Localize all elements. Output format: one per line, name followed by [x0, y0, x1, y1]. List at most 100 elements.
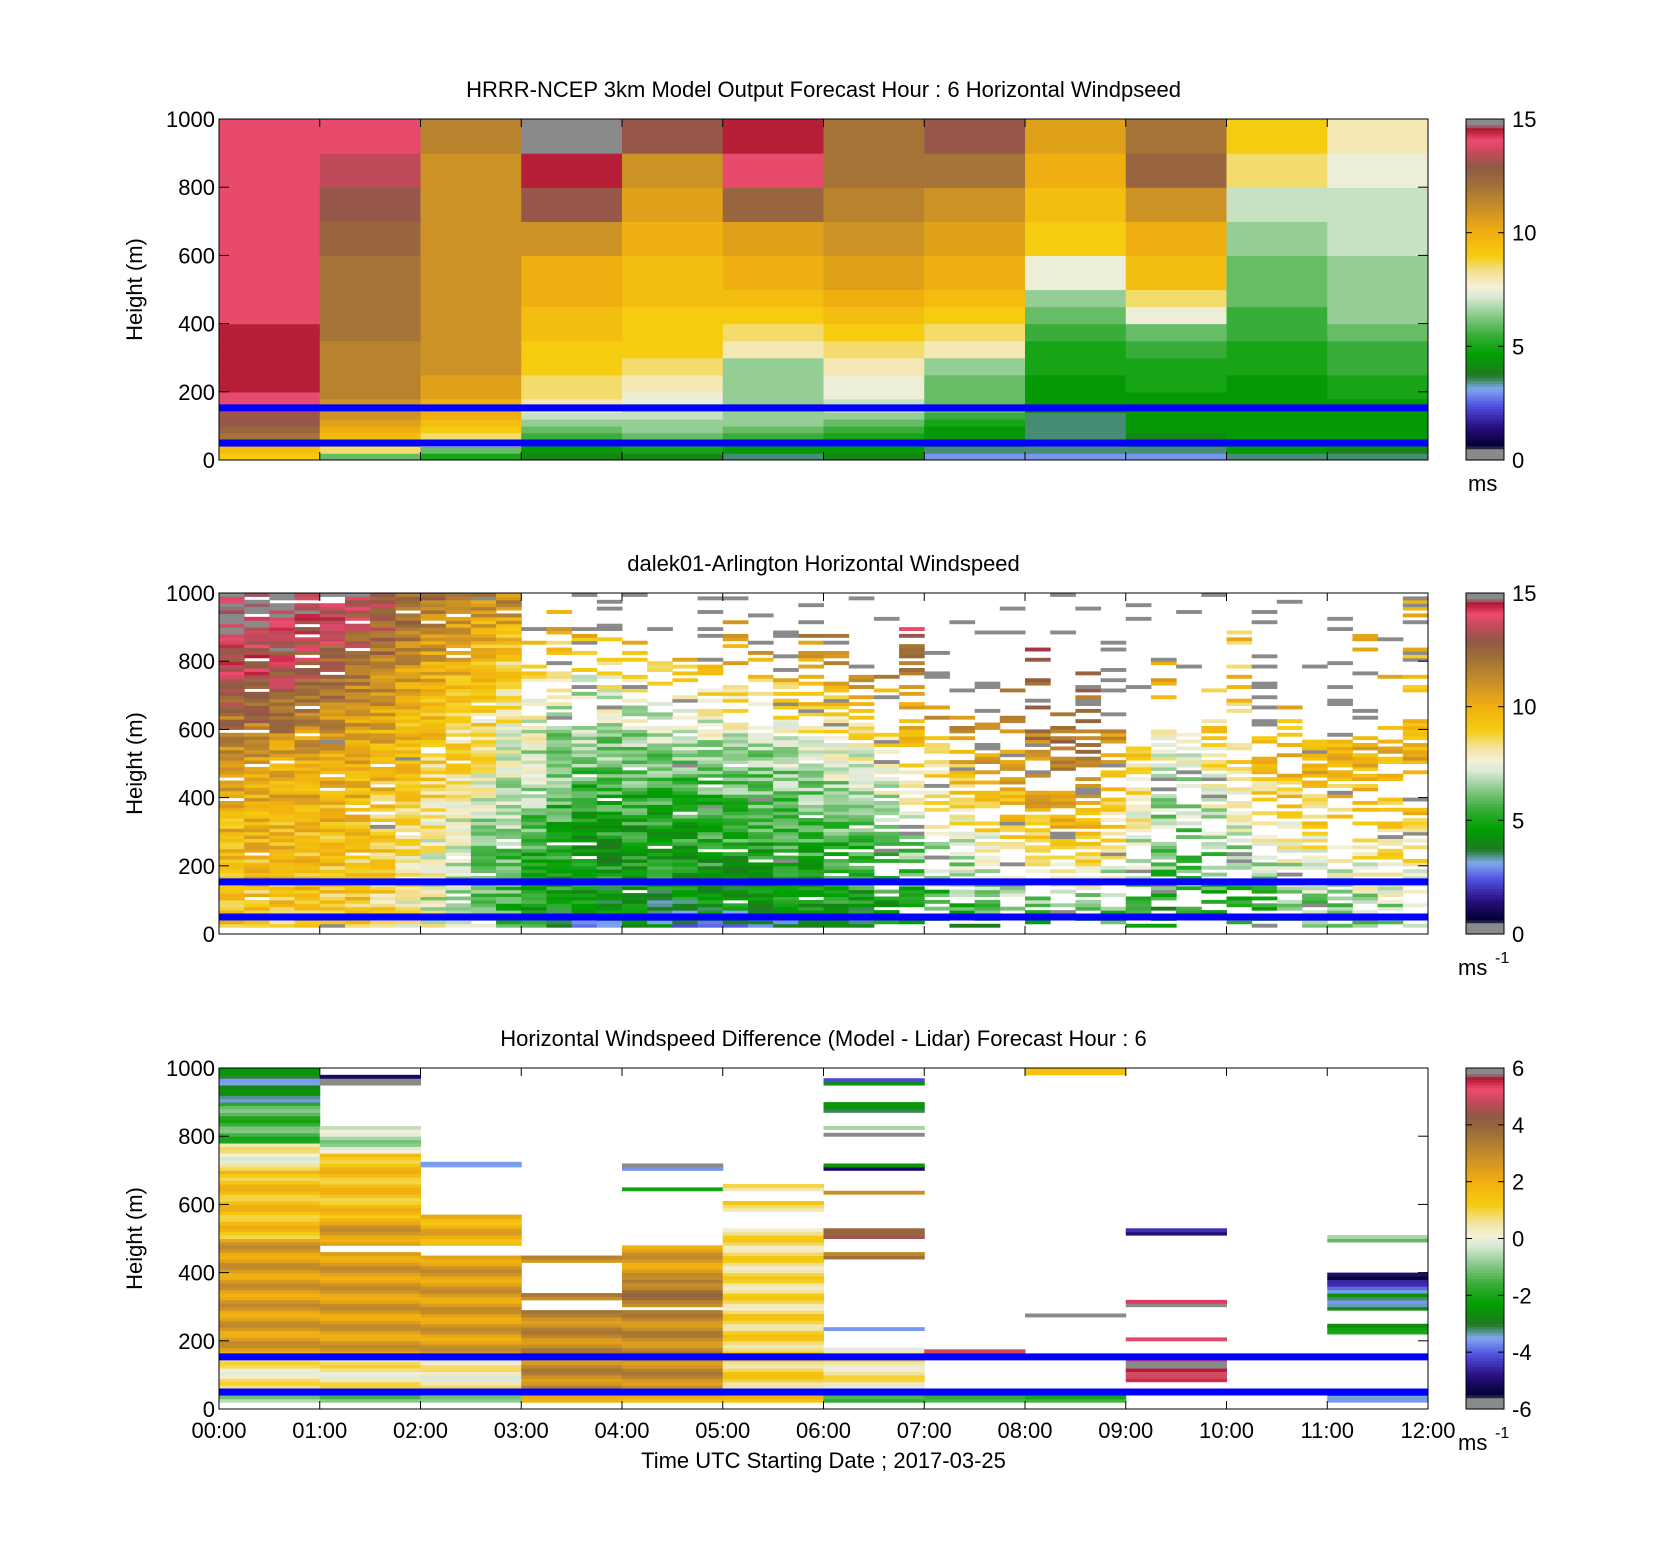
heatmap-cell — [1251, 838, 1278, 843]
heatmap-cell — [697, 671, 724, 676]
heatmap-cell — [596, 599, 623, 604]
chart-title: dalek01-Arlington Horizontal Windspeed — [627, 551, 1020, 576]
heatmap-cell — [823, 828, 850, 833]
heatmap-cell — [420, 865, 447, 870]
heatmap-cell — [344, 732, 371, 737]
heatmap-cell — [999, 818, 1026, 822]
heatmap-cell — [546, 821, 573, 826]
heatmap-cell — [1025, 773, 1051, 778]
heatmap-cell — [697, 668, 724, 672]
heatmap-cell — [1150, 756, 1177, 761]
heatmap-cell — [294, 862, 321, 867]
heatmap-cell — [622, 1286, 724, 1291]
heatmap-cell — [798, 831, 824, 836]
heatmap-cell — [1352, 838, 1379, 843]
heatmap-cell — [470, 674, 497, 679]
heatmap-cell — [924, 650, 950, 655]
heatmap-cell — [1176, 828, 1202, 833]
heatmap-cell — [219, 1252, 321, 1257]
heatmap-cell — [697, 780, 724, 785]
colorbar-segment — [1466, 1292, 1504, 1296]
heatmap-cell — [370, 712, 396, 717]
heatmap-cell — [219, 1143, 321, 1147]
colorbar-segment — [1466, 158, 1504, 163]
colorbar-segment — [1466, 1153, 1504, 1157]
colorbar-segment — [1466, 698, 1504, 702]
heatmap-cell — [571, 889, 598, 894]
x-tick-label: 12:00 — [1400, 1418, 1455, 1443]
heatmap-cell — [924, 357, 1026, 376]
heatmap-cell — [244, 749, 270, 754]
heatmap-cell — [647, 801, 673, 805]
heatmap-cell — [445, 818, 472, 822]
heatmap-cell — [521, 763, 547, 768]
colorbar-segment — [1466, 1252, 1504, 1257]
colorbar-segment — [1466, 1366, 1504, 1370]
heatmap-cell — [848, 797, 875, 802]
heatmap-cell — [974, 835, 1001, 840]
colorbar-segment — [1466, 658, 1504, 662]
heatmap-cell — [823, 425, 925, 434]
heatmap-cell — [319, 374, 422, 393]
heatmap-cell — [1025, 306, 1127, 325]
heatmap-cell — [244, 876, 270, 880]
heatmap-cell — [1150, 729, 1177, 734]
heatmap-cell — [848, 855, 875, 860]
heatmap-cell — [319, 1156, 421, 1161]
heatmap-cell — [344, 695, 371, 700]
heatmap-cell — [823, 398, 925, 407]
heatmap-cell — [722, 425, 825, 434]
heatmap-cell — [1226, 374, 1328, 393]
heatmap-cell — [420, 323, 522, 342]
heatmap-cell — [647, 920, 673, 925]
heatmap-cell — [722, 1245, 824, 1250]
heatmap-cell — [823, 756, 850, 761]
heatmap-cell — [546, 630, 573, 635]
heatmap-cell — [294, 630, 321, 635]
heatmap-cell — [622, 906, 648, 911]
heatmap-cell — [722, 780, 749, 785]
heatmap-cell — [420, 831, 447, 836]
heatmap-cell — [647, 627, 673, 632]
heatmap-cell — [470, 698, 497, 703]
heatmap-cell — [445, 906, 472, 911]
heatmap-cell — [1302, 763, 1328, 768]
heatmap-cell — [596, 896, 623, 901]
heatmap-cell — [470, 756, 497, 761]
heatmap-cell — [420, 801, 447, 805]
heatmap-cell — [319, 432, 422, 441]
heatmap-cell — [1276, 841, 1303, 846]
heatmap-cell — [1150, 886, 1177, 891]
colorbar-segment — [1466, 369, 1504, 373]
heatmap-cell — [344, 858, 371, 863]
heatmap-cell — [344, 807, 371, 812]
heatmap-cell — [219, 419, 321, 427]
heatmap-cell — [1402, 732, 1428, 737]
heatmap-cell — [521, 323, 623, 342]
heatmap-cell — [420, 858, 447, 863]
heatmap-cell — [1327, 858, 1353, 863]
heatmap-cell — [999, 719, 1026, 724]
colorbar-segment — [1466, 1312, 1504, 1316]
heatmap-cell — [219, 715, 245, 720]
colorbar-segment — [1466, 786, 1504, 790]
heatmap-cell — [294, 668, 321, 672]
heatmap-cell — [319, 1166, 421, 1171]
heatmap-cell — [370, 681, 396, 686]
heatmap-cell — [924, 831, 950, 836]
heatmap-cell — [445, 773, 472, 778]
heatmap-cell — [1025, 419, 1127, 427]
heatmap-cell — [344, 702, 371, 707]
heatmap-cell — [496, 603, 522, 608]
heatmap-cell — [521, 289, 623, 308]
heatmap-cell — [1352, 807, 1379, 812]
heatmap-cell — [395, 773, 421, 778]
colorbar-segment — [1466, 170, 1504, 174]
heatmap-cell — [823, 357, 925, 376]
heatmap-cell — [596, 623, 623, 628]
colorbar-segment — [1466, 1255, 1504, 1259]
heatmap-cell — [219, 1282, 321, 1287]
heatmap-cell — [496, 777, 522, 782]
heatmap-cell — [747, 787, 774, 792]
heatmap-cell — [445, 691, 472, 696]
